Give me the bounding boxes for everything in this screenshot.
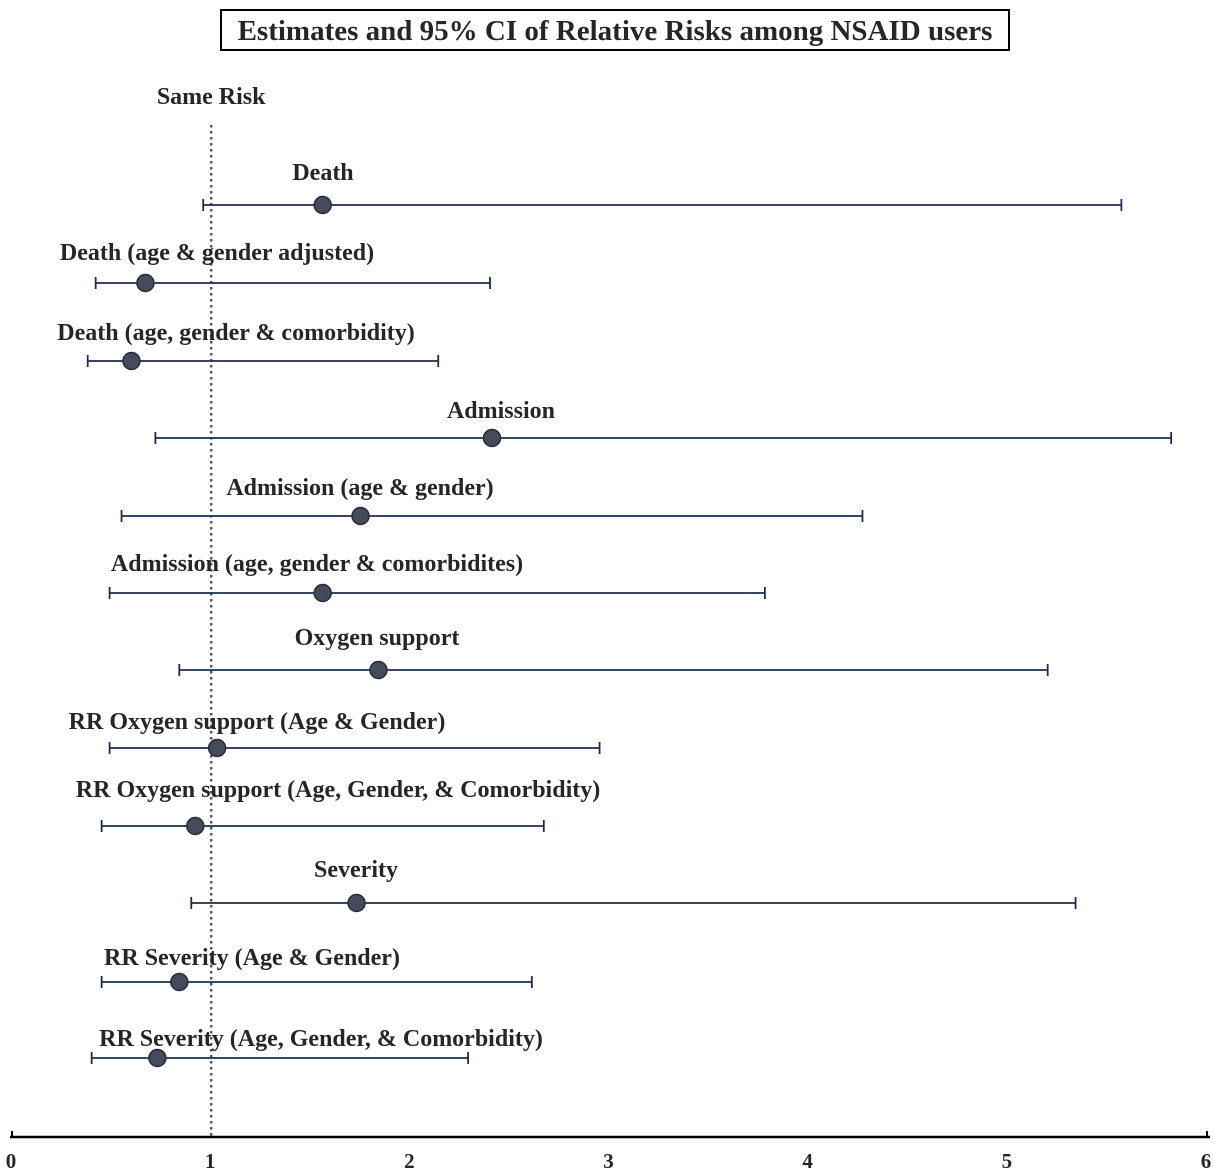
forest-row: Death [202,160,1123,215]
row-label: Death (age & gender adjusted) [60,240,374,266]
estimate-point [148,1048,167,1068]
estimate-point [136,273,155,293]
estimate-point [207,738,227,758]
row-label: Oxygen support [295,625,460,651]
row-label: RR Oxygen support (Age & Gender) [69,709,446,735]
x-tick-label: 4 [802,1149,813,1173]
forest-row: Admission (age & gender) [120,475,864,526]
estimate-point [170,972,189,992]
row-label: RR Severity (Age, Gender, & Comorbidity) [99,1026,543,1052]
forest-row: Severity [190,857,1077,913]
row-label: RR Severity (Age & Gender) [104,945,400,971]
estimate-point [347,893,366,913]
x-tick-label: 0 [6,1149,17,1173]
forest-row: RR Oxygen support (Age & Gender) [69,709,601,758]
estimate-point [369,660,388,680]
forest-row: Admission [154,398,1173,448]
forest-row: Death (age & gender adjusted) [60,240,491,293]
row-label: Death (age, gender & comorbidity) [57,320,415,346]
x-tick-label: 2 [404,1149,415,1173]
estimate-point [313,583,332,603]
row-label: RR Oxygen support (Age, Gender, & Comorb… [76,777,600,803]
row-label: Admission [447,398,555,424]
reference-line-label: Same Risk [157,84,266,110]
x-tick-label: 5 [1002,1149,1013,1173]
chart-title: Estimates and 95% CI of Relative Risks a… [238,15,993,47]
estimate-point [122,351,141,371]
forest-row: Oxygen support [178,625,1049,680]
estimate-point [351,506,370,526]
forest-rows: Death Death (age & gender adjusted) Death … [57,160,1173,1068]
estimate-point [482,428,502,448]
x-tick-label: 3 [603,1149,614,1173]
forest-row: Death (age, gender & comorbidity) [57,320,440,371]
forest-row: RR Oxygen support (Age, Gender, & Comorb… [76,777,600,836]
row-label: Admission (age & gender) [226,475,493,501]
x-axis-ticks: 0 1 2 3 4 5 6 [6,1131,1212,1173]
x-tick-label: 6 [1201,1149,1212,1173]
row-label: Severity [314,857,398,883]
estimate-point [185,816,205,836]
forest-row: Admission (age, gender & comorbidites) [108,551,766,603]
row-label: Death [292,160,353,186]
row-label: Admission (age, gender & comorbidites) [111,551,523,577]
chart-title-box [220,9,1010,51]
forest-row: RR Severity (Age & Gender) [100,945,533,992]
forest-row: RR Severity (Age, Gender, & Comorbidity) [90,1026,543,1068]
estimate-point [313,195,332,215]
x-tick-label: 1 [205,1149,216,1173]
